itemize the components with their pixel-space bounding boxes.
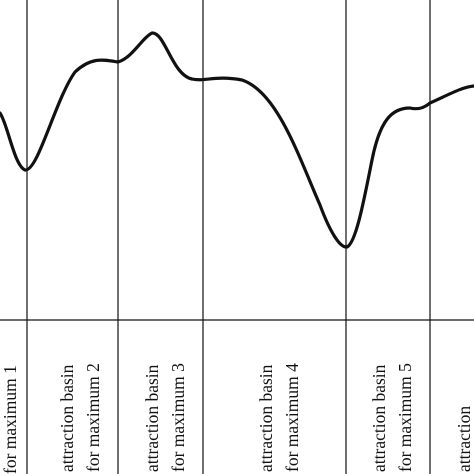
basin-5-label-line2: for maximum 5 xyxy=(395,363,415,472)
landscape-curve xyxy=(0,31,474,249)
basin-4-label-line2: for maximum 4 xyxy=(282,363,302,472)
basin-6-label-line1: attraction xyxy=(454,406,474,472)
basin-5-label-line1: attraction basin xyxy=(369,364,389,472)
basin-2-label-line2: for maximum 2 xyxy=(83,363,103,472)
basin-1-label-line2: for maximum 1 xyxy=(0,365,20,474)
basin-3-label-line2: for maximum 3 xyxy=(168,363,188,472)
basin-4-label-line1: attraction basin xyxy=(256,364,276,472)
basin-2-label-line1: attraction basin xyxy=(57,364,77,472)
basin-3-label-line1: attraction basin xyxy=(142,364,162,472)
